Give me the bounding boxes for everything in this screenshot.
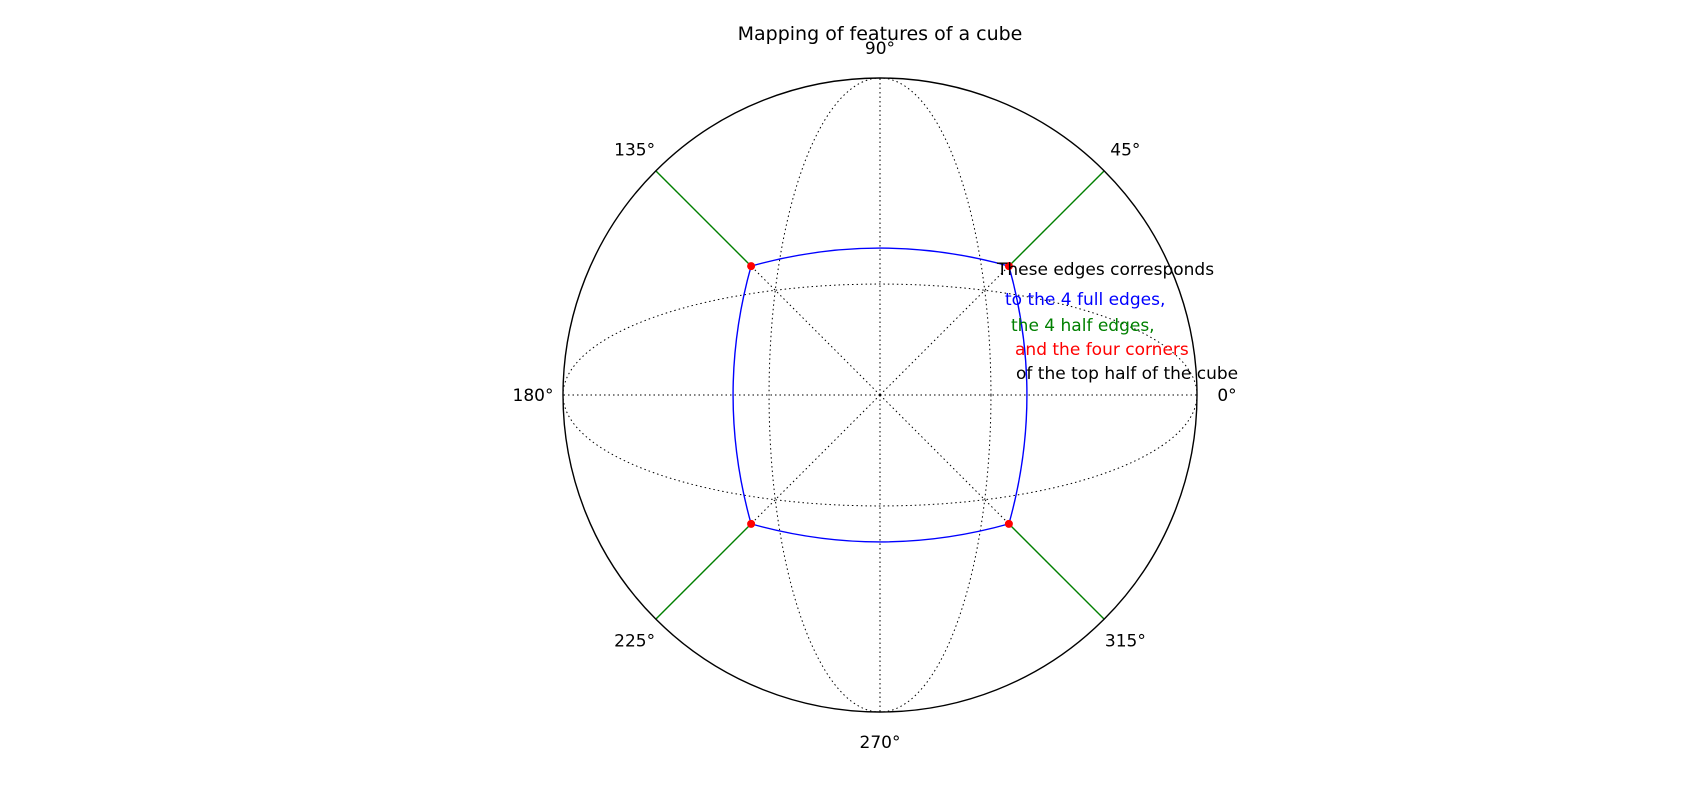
- polar-outer-circle: [562, 77, 1198, 713]
- angle-label-135: 135°: [614, 141, 655, 161]
- angle-label-0: 0°: [1217, 386, 1236, 406]
- half-edge-lines: [655, 170, 1105, 620]
- angle-label-180: 180°: [513, 386, 554, 406]
- annotation-line-3: and the four corners: [1015, 340, 1189, 360]
- angle-label-225: 225°: [614, 631, 655, 651]
- half-edge-315: [1008, 523, 1105, 620]
- angle-label-315: 315°: [1105, 631, 1146, 651]
- angle-tick-labels: 0° 45° 90° 135° 180° 225° 270° 315°: [513, 39, 1237, 753]
- grid-spoke-225: [655, 394, 881, 620]
- corner-markers: [747, 262, 1013, 528]
- chart-title: Mapping of features of a cube: [738, 23, 1023, 45]
- grid-spoke-135: [655, 170, 881, 396]
- annotation-text: These edges corresponds to the 4 full edg…: [996, 260, 1238, 384]
- corner-marker-45: [1004, 262, 1013, 271]
- half-edge-135: [655, 170, 752, 267]
- annotation-line-2: the 4 half edges,: [1011, 316, 1155, 336]
- annotation-line-1: to the 4 full edges,: [1005, 290, 1165, 310]
- corner-marker-135: [747, 262, 756, 271]
- grid-spoke-315: [879, 394, 1105, 620]
- annotation-line-0: These edges corresponds: [996, 260, 1214, 280]
- annotation-line-4: of the top half of the cube: [1016, 364, 1238, 384]
- angle-label-270: 270°: [860, 733, 901, 753]
- angle-label-90: 90°: [865, 39, 895, 59]
- half-edge-225: [655, 523, 752, 620]
- grid-spoke-45: [879, 170, 1105, 396]
- corner-marker-315: [1004, 519, 1013, 528]
- angle-label-45: 45°: [1110, 141, 1140, 161]
- half-edge-45: [1008, 170, 1105, 267]
- corner-marker-225: [747, 519, 756, 528]
